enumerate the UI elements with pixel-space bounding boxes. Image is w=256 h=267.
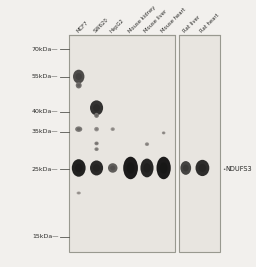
Bar — [69, 35, 175, 252]
Ellipse shape — [95, 114, 98, 117]
Ellipse shape — [112, 128, 114, 130]
Ellipse shape — [160, 162, 168, 174]
Ellipse shape — [77, 128, 81, 131]
Ellipse shape — [183, 164, 189, 171]
Text: 40kDa—: 40kDa— — [32, 109, 58, 114]
Text: SW620: SW620 — [93, 17, 110, 34]
Ellipse shape — [95, 143, 98, 144]
Ellipse shape — [123, 157, 138, 179]
Text: Mouse kidney: Mouse kidney — [127, 5, 156, 34]
Ellipse shape — [110, 166, 115, 170]
Ellipse shape — [94, 147, 99, 151]
Text: 70kDa—: 70kDa— — [32, 46, 58, 52]
Ellipse shape — [143, 163, 151, 173]
Ellipse shape — [94, 127, 99, 131]
Ellipse shape — [94, 113, 99, 118]
Ellipse shape — [77, 191, 81, 194]
Ellipse shape — [95, 128, 98, 130]
Ellipse shape — [90, 160, 103, 175]
Text: 15kDa—: 15kDa— — [32, 234, 58, 239]
Text: MCF7: MCF7 — [75, 20, 89, 34]
Ellipse shape — [108, 163, 118, 173]
Ellipse shape — [146, 143, 148, 145]
Ellipse shape — [141, 159, 154, 177]
Ellipse shape — [95, 148, 98, 150]
Ellipse shape — [72, 159, 86, 177]
Text: Mouse heart: Mouse heart — [160, 7, 187, 34]
Ellipse shape — [78, 192, 80, 194]
Ellipse shape — [75, 164, 82, 172]
Ellipse shape — [93, 164, 100, 172]
Ellipse shape — [162, 131, 165, 134]
Text: 55kDa—: 55kDa— — [32, 74, 58, 79]
Text: Mouse liver: Mouse liver — [143, 9, 168, 34]
Text: Rat heart: Rat heart — [199, 13, 220, 34]
Text: Rat liver: Rat liver — [182, 15, 201, 34]
Text: 35kDa—: 35kDa— — [32, 129, 58, 134]
Bar — [179, 35, 220, 252]
Ellipse shape — [75, 126, 82, 132]
Ellipse shape — [73, 70, 84, 84]
Ellipse shape — [76, 82, 82, 88]
Ellipse shape — [196, 160, 209, 176]
Text: HepG2: HepG2 — [109, 18, 125, 34]
Ellipse shape — [93, 104, 100, 112]
Ellipse shape — [94, 142, 99, 145]
Ellipse shape — [199, 164, 206, 172]
Ellipse shape — [90, 100, 103, 115]
Ellipse shape — [163, 132, 165, 134]
Ellipse shape — [76, 73, 82, 80]
Ellipse shape — [156, 157, 171, 179]
Text: 25kDa—: 25kDa— — [32, 167, 58, 172]
Ellipse shape — [145, 142, 149, 146]
Ellipse shape — [111, 127, 115, 131]
Ellipse shape — [180, 161, 191, 175]
Ellipse shape — [77, 84, 80, 87]
Text: NDUFS3: NDUFS3 — [226, 166, 252, 172]
Ellipse shape — [126, 162, 135, 174]
